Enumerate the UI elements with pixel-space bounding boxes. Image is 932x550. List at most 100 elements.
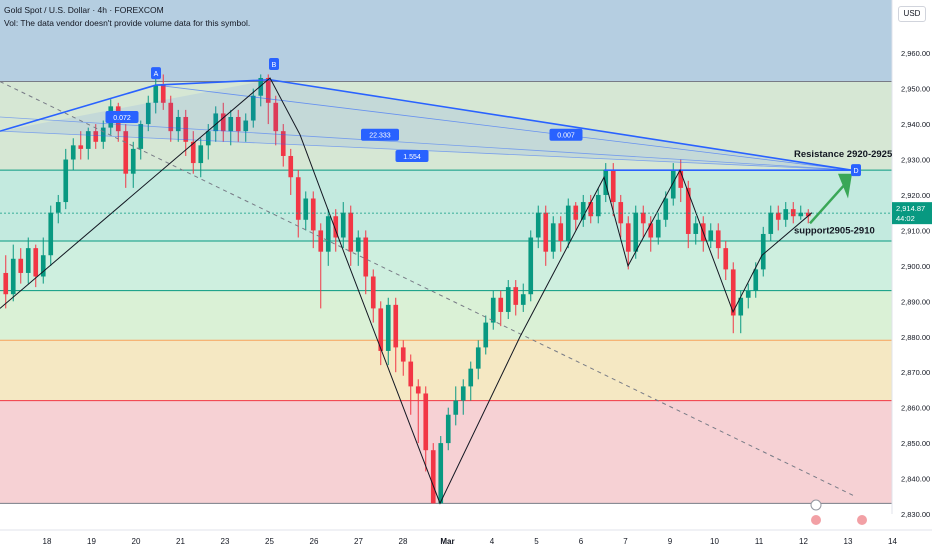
fib-ratio-box	[361, 128, 399, 141]
flag-icon	[811, 515, 821, 525]
candle-body	[490, 297, 496, 323]
candle-body	[228, 116, 234, 132]
y-tick-label: 2,950.00	[901, 85, 930, 94]
candle-body	[280, 131, 286, 156]
pattern-point-label: D	[853, 168, 858, 175]
x-tick-label: 23	[221, 537, 230, 546]
candle-body	[145, 102, 151, 125]
candle-body	[123, 131, 129, 174]
candle-body	[730, 269, 736, 316]
candle-body	[205, 131, 211, 146]
candle-body	[175, 116, 181, 132]
fib-fan-line	[0, 116, 853, 171]
zigzag-pattern	[0, 77, 813, 505]
candle-body	[685, 187, 691, 234]
candle-body	[168, 102, 174, 132]
candle-body	[588, 202, 594, 217]
candle-body	[63, 159, 69, 203]
currency-button[interactable]: USD	[898, 6, 926, 22]
y-tick-label: 2,900.00	[901, 262, 930, 271]
candle-body	[10, 258, 16, 295]
candle-body	[378, 308, 384, 351]
price-zone	[0, 241, 892, 291]
candle-body	[190, 141, 196, 164]
pattern-point-box	[269, 57, 279, 70]
candle-body	[160, 85, 166, 103]
candle-body	[640, 212, 646, 224]
candle-body	[393, 304, 399, 348]
x-tick-label: 19	[87, 537, 96, 546]
candle-body	[348, 212, 354, 252]
candle-body	[250, 95, 256, 121]
candle-body	[310, 198, 316, 231]
pattern-point-box	[151, 67, 161, 80]
x-tick-label: 21	[176, 537, 185, 546]
candle-body	[535, 212, 541, 238]
price-zone	[0, 290, 892, 341]
candle-body	[48, 212, 54, 256]
candle-body	[408, 361, 414, 387]
y-tick-label: 2,920.00	[901, 191, 930, 200]
trend-line	[269, 78, 853, 171]
drawings[interactable]: A B D 0.072 22.333 1.554 0.007 Resistance 2920-…	[0, 57, 932, 525]
candle-body	[333, 216, 339, 238]
candle-body	[438, 443, 444, 504]
trend-line	[0, 84, 157, 132]
time-axis[interactable]: 18 19 20 21 23 25 26 27 28 Mar 4 5 6 7 9 10 11 12 13 14	[0, 529, 932, 546]
candle-body	[265, 77, 271, 103]
fib-ratio-label: 0.072	[113, 115, 131, 122]
candle-body	[790, 209, 796, 217]
candle-body	[138, 124, 144, 149]
x-tick-label: 28	[399, 537, 408, 546]
y-tick-label: 2,850.00	[901, 439, 930, 448]
candle-body	[753, 269, 759, 291]
candle-body	[468, 368, 474, 387]
candle-body	[453, 400, 459, 415]
x-tick-label: 25	[265, 537, 274, 546]
candle-body	[3, 272, 9, 295]
candle-body	[745, 290, 751, 298]
candle-body	[633, 212, 639, 252]
symbol-title: Gold Spot / U.S. Dollar · 4h · FOREXCOM	[4, 5, 164, 15]
candle-body	[513, 287, 519, 305]
x-tick-label: 10	[710, 537, 719, 546]
candle-body	[580, 202, 586, 220]
x-tick-label: 27	[354, 537, 363, 546]
x-tick-label: Mar	[440, 537, 454, 546]
x-tick-label: 18	[43, 537, 52, 546]
fib-ratio-box	[549, 128, 583, 141]
candle-body	[288, 155, 294, 178]
y-tick-label: 2,860.00	[901, 404, 930, 413]
trend-line	[155, 78, 271, 86]
candle-body	[543, 212, 549, 252]
candle-body	[558, 223, 564, 242]
candle-body	[33, 248, 39, 277]
candle-body	[415, 386, 421, 394]
candle-body	[78, 145, 84, 149]
candle-body	[805, 212, 811, 217]
candle-timer-label: 44:02	[896, 214, 915, 223]
pattern-point-box	[851, 164, 861, 177]
y-tick-label: 2,890.00	[901, 297, 930, 306]
candle-body	[610, 170, 616, 203]
flag-icon	[857, 515, 867, 525]
price-zone	[0, 170, 892, 242]
candle-body	[93, 131, 99, 142]
x-tick-label: 9	[668, 537, 673, 546]
x-tick-label: 7	[623, 537, 628, 546]
candle-body	[498, 297, 504, 312]
candle-body	[445, 414, 451, 444]
price-zone	[0, 340, 892, 401]
fib-ratio-label: 1.554	[403, 154, 421, 161]
fib-ratio-box	[105, 110, 139, 123]
price-axis[interactable]: 2,830.00 2,840.00 2,850.00 2,860.00 2,870.00…	[891, 0, 932, 550]
arrow-head	[838, 173, 852, 199]
candle-body	[738, 297, 744, 316]
candle-body	[400, 347, 406, 362]
candle-body	[318, 230, 324, 252]
x-tick-label: 13	[844, 537, 853, 546]
candle-body	[715, 230, 721, 249]
horizontal-levels	[0, 81, 892, 504]
